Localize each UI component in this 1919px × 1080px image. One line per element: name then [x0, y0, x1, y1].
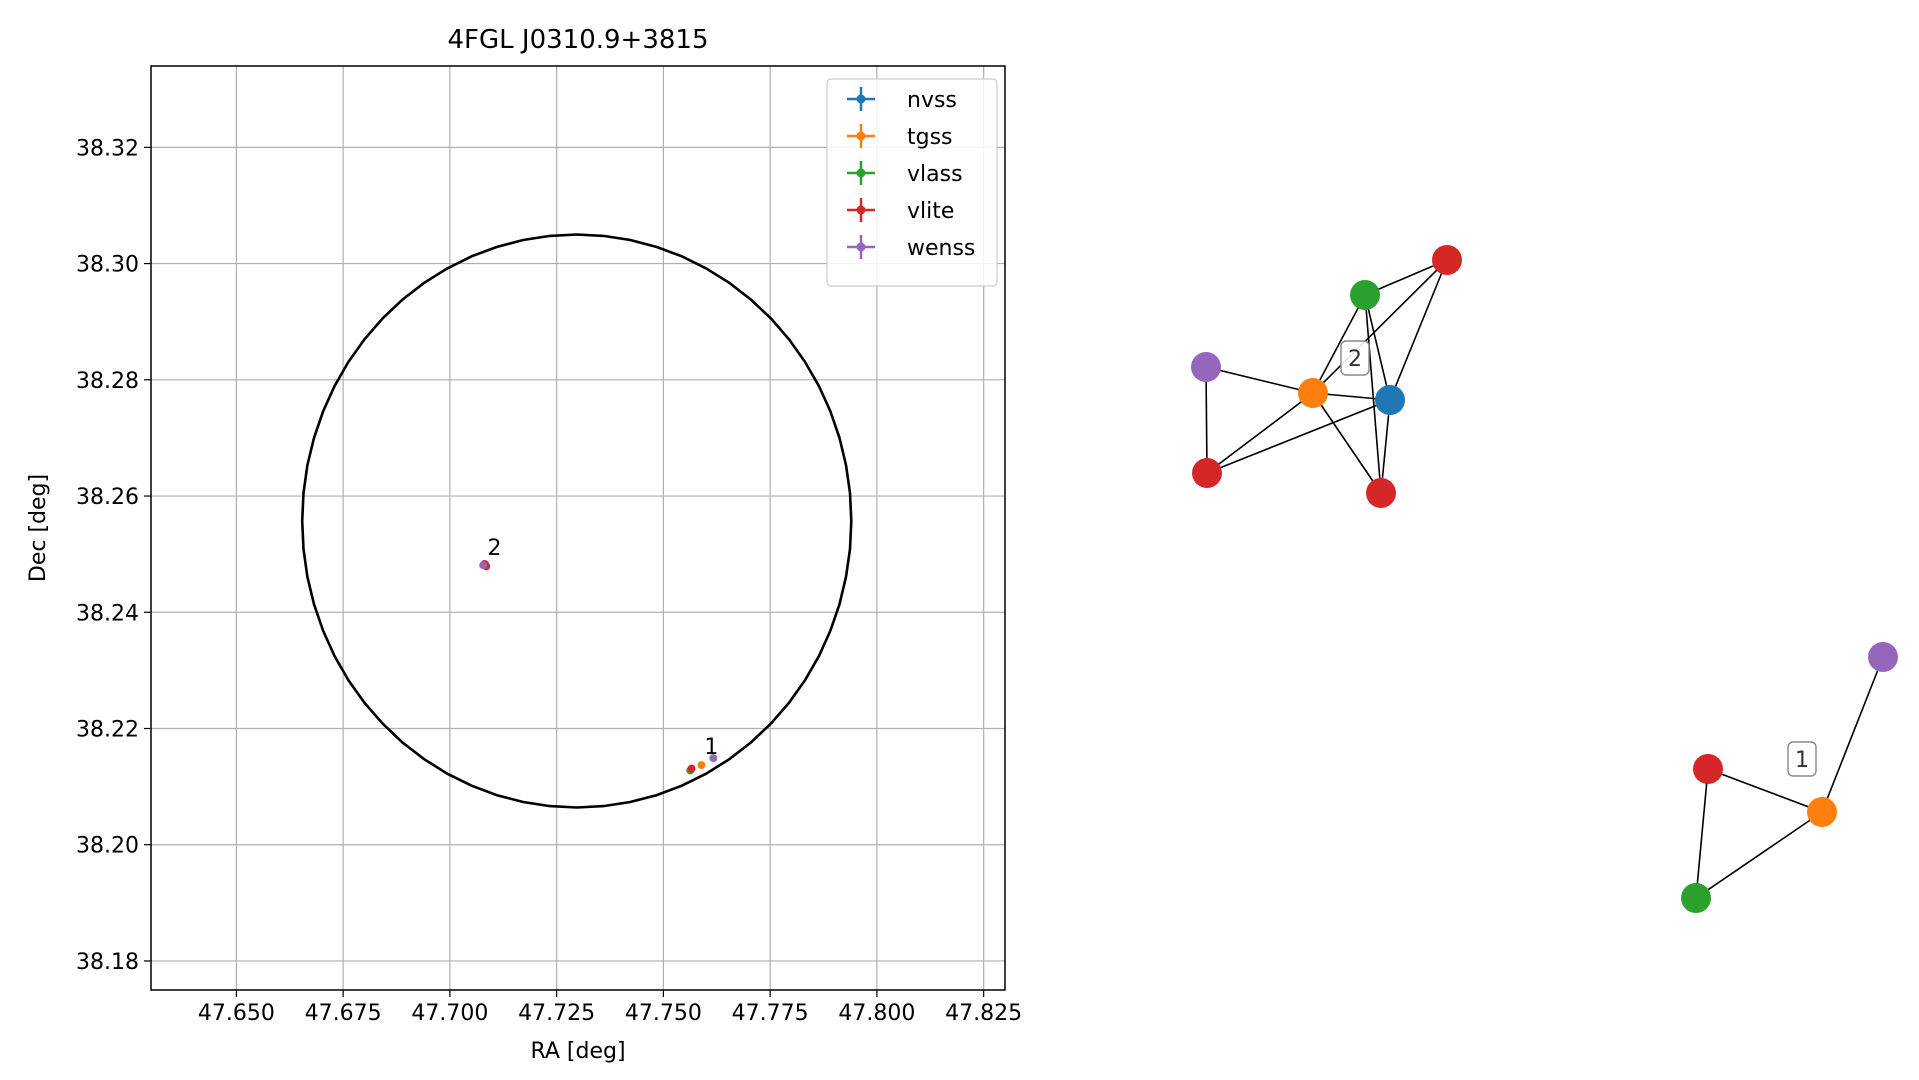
data-point-vlite: [687, 764, 696, 773]
legend-label: nvss: [907, 88, 957, 113]
group-label-text: 2: [1348, 347, 1362, 372]
data-point-tgss: [697, 761, 706, 770]
network-edge: [1205, 366, 1314, 394]
network-node-wenss: [1191, 352, 1221, 382]
legend-label: tgss: [907, 125, 953, 150]
data-point-wenss: [709, 754, 718, 763]
legend-entry-wenss: wenss: [847, 235, 975, 261]
legend-label: vlass: [907, 162, 963, 187]
x-tick-label: 47.750: [625, 1001, 702, 1026]
network-node-wenss: [1868, 642, 1898, 672]
legend-marker-dot: [856, 168, 866, 178]
group-label-box: [1340, 340, 1370, 376]
network-edge: [1205, 366, 1208, 474]
y-tick-label: 38.24: [76, 601, 139, 626]
legend-box: [826, 78, 998, 287]
network-edge: [1206, 392, 1314, 474]
legend-marker-dot: [856, 205, 866, 215]
group-label-box: [1787, 741, 1817, 777]
data-points: [479, 560, 718, 775]
legend-label: vlite: [907, 199, 954, 224]
x-tick-label: 47.825: [945, 1001, 1022, 1026]
point-annotation: 1: [704, 735, 718, 760]
network-edge: [1695, 768, 1709, 899]
network-node-vlite-b: [1192, 458, 1222, 488]
network-group-labels: 21: [1340, 340, 1817, 777]
scatter-panel: 21 47.650 47.675 47.700 47.725 47.750 47.775 4…: [26, 25, 1022, 1064]
axis-ticks: 47.650 47.675 47.700 47.725 47.750 47.775 47.8…: [76, 136, 1022, 1026]
network-edge: [1312, 259, 1448, 394]
legend-entry-vlite: vlite: [847, 198, 954, 224]
y-tick-label: 38.20: [76, 834, 139, 859]
network-node-vlite-c: [1366, 478, 1396, 508]
y-tick-label: 38.30: [76, 253, 139, 278]
network-edge: [1707, 768, 1823, 813]
x-tick-label: 47.800: [838, 1001, 915, 1026]
network-edge: [1695, 811, 1823, 899]
legend-marker-dot: [856, 131, 866, 141]
y-tick-label: 38.32: [76, 136, 139, 161]
plot-frame: [150, 65, 1006, 991]
network-edge: [1364, 294, 1382, 494]
legend-entry-vlass: vlass: [847, 161, 963, 187]
network-nodes: [1191, 245, 1898, 913]
network-edges: [1205, 259, 1884, 899]
network-panel: 21: [1191, 245, 1898, 913]
network-group-label: 2: [1340, 340, 1370, 376]
y-tick-label: 38.22: [76, 717, 139, 742]
grid-lines: [151, 66, 1005, 990]
network-edge: [1206, 399, 1391, 474]
x-axis-label: RA [deg]: [530, 1039, 625, 1064]
network-edge: [1389, 259, 1448, 401]
legend-label: wenss: [907, 236, 975, 261]
association-ellipse: [300, 233, 853, 809]
x-tick-label: 47.650: [198, 1001, 275, 1026]
legend-entry-tgss: tgss: [847, 124, 953, 150]
network-node-vlite-a: [1432, 245, 1462, 275]
y-tick-label: 38.28: [76, 369, 139, 394]
x-tick-label: 47.675: [305, 1001, 382, 1026]
network-node-vlass: [1681, 883, 1711, 913]
y-tick-label: 38.18: [76, 950, 139, 975]
error-ellipse: [300, 233, 853, 809]
network-edge: [1312, 294, 1366, 394]
data-point-wenss: [479, 561, 488, 570]
network-node-vlass: [1350, 280, 1380, 310]
network-edge: [1380, 399, 1391, 494]
y-tick-label: 38.26: [76, 485, 139, 510]
network-edge: [1364, 294, 1391, 401]
network-group-label: 1: [1787, 741, 1817, 777]
network-node-vlite: [1693, 754, 1723, 784]
x-tick-label: 47.775: [732, 1001, 809, 1026]
legend-marker-dot: [856, 94, 866, 104]
legend-marker-dot: [856, 242, 866, 252]
x-tick-label: 47.725: [518, 1001, 595, 1026]
y-axis-label: Dec [deg]: [26, 474, 51, 582]
x-tick-label: 47.700: [411, 1001, 488, 1026]
point-annotations: 21: [487, 536, 718, 760]
chart-title: 4FGL J0310.9+3815: [448, 25, 709, 55]
legend: nvss tgss vlass vlite wenss: [826, 78, 998, 287]
network-edge: [1312, 392, 1382, 494]
group-label-text: 1: [1795, 748, 1809, 773]
network-node-tgss: [1298, 378, 1328, 408]
network-node-tgss: [1807, 797, 1837, 827]
network-edge: [1821, 656, 1884, 813]
legend-entry-nvss: nvss: [847, 87, 957, 113]
network-node-nvss: [1375, 385, 1405, 415]
point-annotation: 2: [487, 536, 501, 561]
